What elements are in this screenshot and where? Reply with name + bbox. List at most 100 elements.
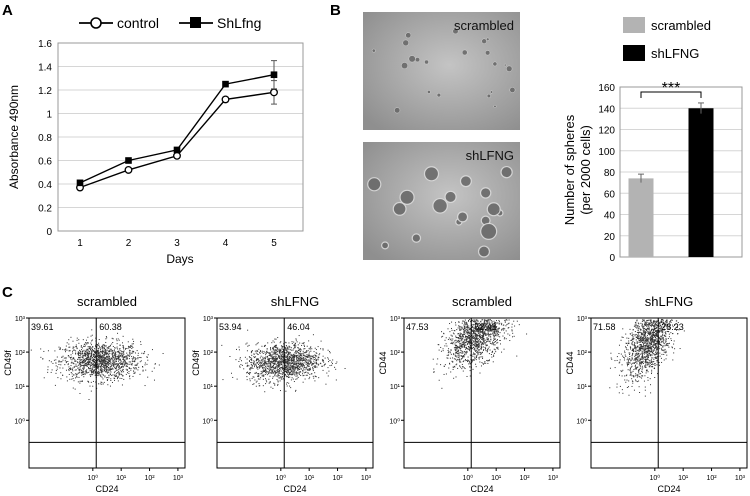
event-dot: [289, 365, 291, 367]
event-dot: [474, 339, 476, 341]
event-dot: [487, 321, 489, 323]
event-dot: [254, 379, 256, 381]
event-dot: [99, 350, 101, 352]
event-dot: [79, 380, 81, 382]
event-dot: [101, 351, 103, 353]
event-dot: [97, 347, 99, 349]
event-dot: [637, 336, 639, 338]
event-dot: [88, 358, 90, 360]
event-dot: [128, 351, 130, 353]
event-dot: [652, 363, 654, 365]
event-dot: [452, 366, 454, 368]
event-dot: [295, 366, 297, 368]
event-dot: [64, 360, 66, 362]
event-dot: [305, 355, 307, 357]
event-dot: [440, 364, 442, 366]
event-dot: [288, 347, 290, 349]
event-dot: [269, 362, 271, 364]
event-dot: [461, 350, 463, 352]
event-dot: [304, 345, 306, 347]
event-dot: [97, 359, 99, 361]
event-dot: [297, 366, 299, 368]
event-dot: [503, 327, 505, 329]
event-dot: [638, 349, 640, 351]
event-dot: [638, 323, 640, 325]
event-dot: [97, 366, 99, 368]
event-dot: [303, 366, 305, 368]
event-dot: [292, 349, 294, 351]
event-dot: [459, 343, 461, 345]
event-dot: [669, 321, 671, 323]
event-dot: [288, 366, 290, 368]
event-dot: [303, 372, 305, 374]
event-dot: [289, 367, 291, 369]
event-dot: [478, 323, 480, 325]
event-dot: [316, 363, 318, 365]
event-dot: [651, 335, 653, 337]
event-dot: [642, 336, 644, 338]
event-dot: [267, 368, 269, 370]
event-dot: [104, 350, 106, 352]
event-dot: [646, 319, 648, 321]
event-dot: [495, 338, 497, 340]
event-dot: [472, 329, 474, 331]
event-dot: [111, 351, 113, 353]
event-dot: [477, 324, 479, 326]
event-dot: [293, 360, 295, 362]
event-dot: [448, 337, 450, 339]
event-dot: [289, 376, 291, 378]
event-dot: [84, 343, 86, 345]
event-dot: [477, 329, 479, 331]
event-dot: [273, 372, 275, 374]
event-dot: [642, 358, 644, 360]
event-dot: [109, 350, 111, 352]
event-dot: [313, 366, 315, 368]
event-dot: [331, 361, 333, 363]
event-dot: [258, 376, 260, 378]
event-dot: [650, 324, 652, 326]
event-dot: [112, 345, 114, 347]
event-dot: [630, 374, 632, 376]
event-dot: [451, 321, 453, 323]
y-tick-label: 10²: [390, 350, 401, 357]
event-dot: [464, 360, 466, 362]
event-dot: [629, 358, 631, 360]
event-dot: [472, 339, 474, 341]
event-dot: [256, 380, 258, 382]
event-dot: [115, 358, 117, 360]
event-dot: [97, 357, 99, 359]
event-dot: [248, 372, 250, 374]
event-dot: [468, 339, 470, 341]
event-dot: [308, 348, 310, 350]
event-dot: [120, 366, 122, 368]
event-dot: [246, 379, 248, 381]
event-dot: [498, 323, 500, 325]
event-dot: [256, 359, 258, 361]
event-dot: [88, 347, 90, 349]
event-dot: [649, 361, 651, 363]
event-dot: [68, 350, 70, 352]
event-dot: [239, 357, 241, 359]
event-dot: [280, 358, 282, 360]
event-dot: [305, 371, 307, 373]
event-dot: [112, 368, 114, 370]
event-dot: [322, 349, 324, 351]
event-dot: [250, 363, 252, 365]
event-dot: [276, 379, 278, 381]
event-dot: [84, 350, 86, 352]
event-dot: [463, 331, 465, 333]
event-dot: [478, 357, 480, 359]
event-dot: [72, 347, 74, 349]
event-dot: [248, 368, 250, 370]
event-dot: [86, 355, 88, 357]
event-dot: [281, 345, 283, 347]
event-dot: [295, 355, 297, 357]
event-dot: [481, 328, 483, 330]
event-dot: [99, 346, 101, 348]
x-tick-label: 10²: [519, 475, 530, 482]
event-dot: [463, 367, 465, 369]
event-dot: [271, 354, 273, 356]
event-dot: [79, 356, 81, 358]
event-dot: [650, 322, 652, 324]
event-dot: [293, 348, 295, 350]
